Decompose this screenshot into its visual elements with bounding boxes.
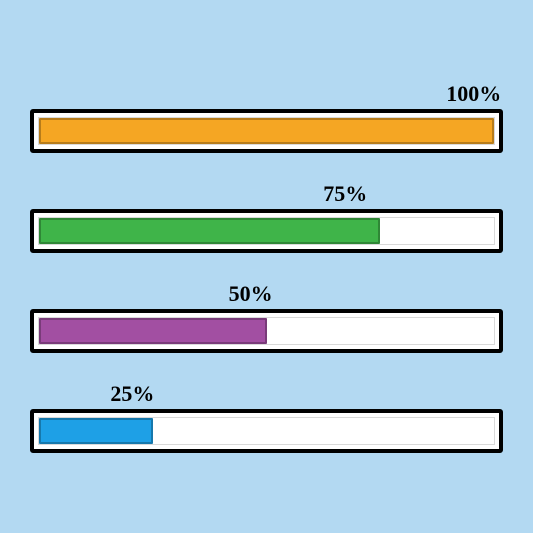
progress-label: 75% — [323, 181, 367, 207]
progress-fill — [39, 418, 153, 444]
progress-bar-75: 75% — [30, 181, 503, 253]
progress-fill — [39, 318, 267, 344]
progress-bar-50: 50% — [30, 281, 503, 353]
progress-track — [30, 209, 503, 253]
progress-track — [30, 109, 503, 153]
progress-label: 100% — [446, 81, 501, 107]
progress-bar-25: 25% — [30, 381, 503, 453]
progress-track — [30, 309, 503, 353]
progress-fill — [39, 118, 494, 144]
progress-bar-100: 100% — [30, 81, 503, 153]
progress-track — [30, 409, 503, 453]
progress-label: 25% — [110, 381, 154, 407]
progress-fill — [39, 218, 380, 244]
progress-label: 50% — [229, 281, 273, 307]
